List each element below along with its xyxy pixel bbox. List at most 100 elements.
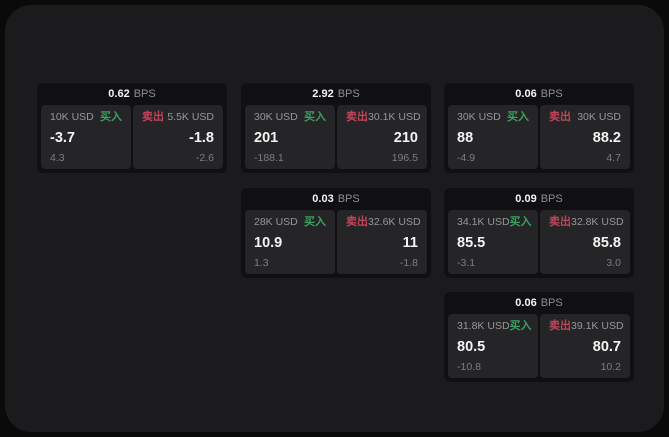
buy-panel-top: 30K USD 买入 xyxy=(457,112,529,123)
sell-amount: 5.5K USD xyxy=(167,111,214,124)
sell-amount: 30K USD xyxy=(577,111,621,124)
sell-price: 80.7 xyxy=(592,338,621,355)
buy-label: 买入 xyxy=(304,111,326,123)
sell-panel[interactable]: 卖出 5.5K USD -1.8 -2.6 xyxy=(133,105,223,169)
sell-panel-top: 卖出 30.1K USD xyxy=(346,111,421,124)
sell-price: -1.8 xyxy=(189,129,214,146)
buy-label: 买入 xyxy=(507,111,529,123)
buy-delta: -10.8 xyxy=(457,360,481,373)
sell-panel-top: 卖出 32.6K USD xyxy=(346,216,421,229)
buy-panel-top: 34.1K USD 买入 xyxy=(457,216,532,229)
sell-price: 11 xyxy=(402,234,418,251)
bps-unit-label: BPS xyxy=(540,88,563,100)
sell-amount: 39.1K USD xyxy=(571,320,624,333)
buy-amount: 34.1K USD xyxy=(457,216,510,229)
card-body: 31.8K USD 买入 80.5 -10.8 卖出 39.1K USD 80.… xyxy=(444,314,634,382)
quote-card: 0.62 BPS 10K USD 买入 -3.7 4.3 卖出 5.5K USD… xyxy=(37,83,227,173)
sell-panel[interactable]: 卖出 39.1K USD 80.7 10.2 xyxy=(540,314,630,378)
sell-panel-top: 卖出 39.1K USD xyxy=(549,320,624,333)
buy-label: 买入 xyxy=(509,216,532,228)
quote-card: 0.06 BPS 31.8K USD 买入 80.5 -10.8 卖出 39.1… xyxy=(444,292,634,382)
sell-price: 85.8 xyxy=(592,234,621,251)
sell-amount: 32.6K USD xyxy=(368,216,421,229)
buy-panel-top: 10K USD 买入 xyxy=(50,112,122,123)
sell-label: 卖出 xyxy=(549,320,571,332)
buy-price: 201 xyxy=(254,129,279,146)
sell-panel[interactable]: 卖出 32.8K USD 85.8 3.0 xyxy=(540,210,630,274)
buy-price: -3.7 xyxy=(50,129,75,146)
sell-label: 卖出 xyxy=(346,216,368,228)
card-body: 30K USD 买入 201 -188.1 卖出 30.1K USD 210 1… xyxy=(241,105,431,173)
buy-panel[interactable]: 28K USD 买入 10.9 1.3 xyxy=(245,210,335,274)
sell-amount: 32.8K USD xyxy=(571,216,624,229)
sell-label: 卖出 xyxy=(549,111,571,123)
card-header: 2.92 BPS xyxy=(241,83,431,105)
buy-panel[interactable]: 34.1K USD 买入 85.5 -3.1 xyxy=(448,210,538,274)
buy-price: 85.5 xyxy=(457,234,486,251)
bps-unit-label: BPS xyxy=(337,193,360,205)
card-header: 0.03 BPS xyxy=(241,188,431,210)
sell-panel-top: 卖出 30K USD xyxy=(549,112,621,123)
buy-panel[interactable]: 30K USD 买入 88 -4.9 xyxy=(448,105,538,169)
sell-panel[interactable]: 卖出 30K USD 88.2 4.7 xyxy=(540,105,630,169)
sell-delta: 3.0 xyxy=(606,256,621,269)
quote-card: 2.92 BPS 30K USD 买入 201 -188.1 卖出 30.1K … xyxy=(241,83,431,173)
sell-price: 88.2 xyxy=(592,129,621,146)
bps-value: 0.06 xyxy=(515,88,537,100)
buy-panel[interactable]: 31.8K USD 买入 80.5 -10.8 xyxy=(448,314,538,378)
bps-value: 2.92 xyxy=(312,88,334,100)
buy-amount: 30K USD xyxy=(254,111,298,124)
buy-amount: 28K USD xyxy=(254,216,298,229)
sell-delta: 196.5 xyxy=(391,151,418,164)
sell-label: 卖出 xyxy=(549,216,571,228)
card-header: 0.06 BPS xyxy=(444,292,634,314)
sell-label: 卖出 xyxy=(346,111,368,123)
buy-delta: 1.3 xyxy=(254,256,269,269)
sell-panel[interactable]: 卖出 30.1K USD 210 196.5 xyxy=(337,105,427,169)
buy-panel-top: 28K USD 买入 xyxy=(254,217,326,228)
card-header: 0.09 BPS xyxy=(444,188,634,210)
card-body: 34.1K USD 买入 85.5 -3.1 卖出 32.8K USD 85.8… xyxy=(444,210,634,278)
bps-unit-label: BPS xyxy=(540,297,563,309)
app-surface: 0.62 BPS 10K USD 买入 -3.7 4.3 卖出 5.5K USD… xyxy=(5,5,664,432)
buy-label: 买入 xyxy=(100,111,122,123)
bps-unit-label: BPS xyxy=(337,88,360,100)
card-header: 0.62 BPS xyxy=(37,83,227,105)
quote-card: 0.03 BPS 28K USD 买入 10.9 1.3 卖出 32.6K US… xyxy=(241,188,431,278)
buy-amount: 31.8K USD xyxy=(457,320,510,333)
buy-price: 88 xyxy=(457,129,474,146)
buy-panel[interactable]: 30K USD 买入 201 -188.1 xyxy=(245,105,335,169)
bps-unit-label: BPS xyxy=(133,88,156,100)
bps-value: 0.62 xyxy=(108,88,130,100)
buy-amount: 30K USD xyxy=(457,111,501,124)
buy-delta: -4.9 xyxy=(457,151,476,164)
buy-panel[interactable]: 10K USD 买入 -3.7 4.3 xyxy=(41,105,131,169)
sell-delta: -2.6 xyxy=(195,151,214,164)
quote-card: 0.09 BPS 34.1K USD 买入 85.5 -3.1 卖出 32.8K… xyxy=(444,188,634,278)
buy-panel-top: 31.8K USD 买入 xyxy=(457,320,532,333)
buy-panel-top: 30K USD 买入 xyxy=(254,112,326,123)
buy-delta: -3.1 xyxy=(457,256,476,269)
bps-value: 0.09 xyxy=(515,193,537,205)
sell-amount: 30.1K USD xyxy=(368,111,421,124)
card-body: 10K USD 买入 -3.7 4.3 卖出 5.5K USD -1.8 -2.… xyxy=(37,105,227,173)
card-body: 30K USD 买入 88 -4.9 卖出 30K USD 88.2 4.7 xyxy=(444,105,634,173)
buy-price: 10.9 xyxy=(254,234,283,251)
buy-price: 80.5 xyxy=(457,338,486,355)
card-header: 0.06 BPS xyxy=(444,83,634,105)
buy-label: 买入 xyxy=(304,216,326,228)
sell-delta: 10.2 xyxy=(600,360,621,373)
bps-value: 0.03 xyxy=(312,193,334,205)
sell-price: 210 xyxy=(393,129,418,146)
quote-card: 0.06 BPS 30K USD 买入 88 -4.9 卖出 30K USD 8… xyxy=(444,83,634,173)
buy-label: 买入 xyxy=(509,320,532,332)
card-body: 28K USD 买入 10.9 1.3 卖出 32.6K USD 11 -1.8 xyxy=(241,210,431,278)
sell-delta: 4.7 xyxy=(606,151,621,164)
sell-panel-top: 卖出 5.5K USD xyxy=(142,112,214,123)
buy-delta: -188.1 xyxy=(254,151,284,164)
sell-delta: -1.8 xyxy=(399,256,418,269)
sell-panel[interactable]: 卖出 32.6K USD 11 -1.8 xyxy=(337,210,427,274)
bps-unit-label: BPS xyxy=(540,193,563,205)
bps-value: 0.06 xyxy=(515,297,537,309)
